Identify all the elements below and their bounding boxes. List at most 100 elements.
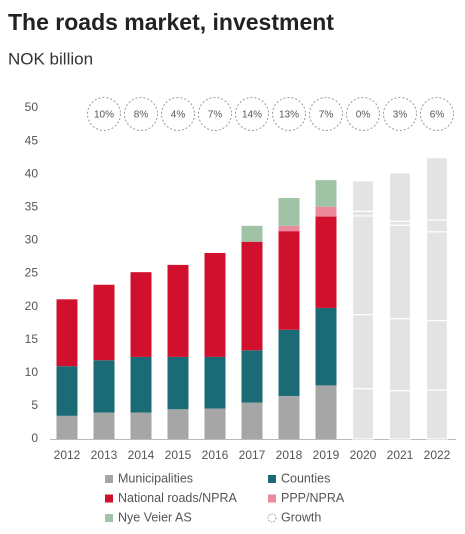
legend-marker xyxy=(268,475,276,483)
y-tick-label: 20 xyxy=(25,299,39,313)
chart-title: The roads market, investment xyxy=(8,9,334,35)
y-tick-label: 0 xyxy=(31,431,38,445)
bar-segment xyxy=(204,356,226,409)
bar-segment xyxy=(93,360,115,413)
chart-subtitle: NOK billion xyxy=(8,49,93,68)
growth-marker xyxy=(235,97,269,131)
legend-marker xyxy=(105,514,113,522)
growth-label: 13% xyxy=(279,110,299,121)
x-tick-label: 2015 xyxy=(165,448,192,462)
y-tick-label: 45 xyxy=(25,133,39,147)
growth-marker xyxy=(420,97,454,131)
bar-segment xyxy=(351,313,375,390)
bar-segment xyxy=(241,241,263,351)
growth-marker xyxy=(198,97,232,131)
growth-label: 7% xyxy=(319,110,334,121)
y-tick-label: 50 xyxy=(25,100,39,114)
bar-segment xyxy=(351,180,375,212)
legend-marker xyxy=(105,494,113,503)
bar-segment xyxy=(241,350,263,403)
growth-label: 7% xyxy=(208,110,223,121)
bar-segment xyxy=(93,412,115,439)
x-tick-label: 2018 xyxy=(276,448,303,462)
legend-label: Counties xyxy=(281,471,330,485)
x-tick-label: 2014 xyxy=(128,448,155,462)
growth-marker xyxy=(346,97,380,131)
bar-segment xyxy=(56,299,78,367)
bar-segment xyxy=(93,284,115,361)
bar-segment xyxy=(351,388,375,440)
growth-marker xyxy=(272,97,306,131)
bar-segment xyxy=(167,264,189,357)
legend-label: Municipalities xyxy=(118,471,193,485)
legend-marker xyxy=(105,475,113,483)
growth-label: 0% xyxy=(356,110,371,121)
bar-segment xyxy=(315,385,337,439)
bar-segment xyxy=(167,409,189,439)
y-tick-label: 25 xyxy=(25,266,39,280)
y-tick-label: 5 xyxy=(31,398,38,412)
bar-segment xyxy=(56,415,78,439)
growth-marker xyxy=(124,97,158,131)
bar-segment xyxy=(204,252,226,357)
bar-segment xyxy=(130,272,152,357)
bar-segment xyxy=(278,395,300,439)
y-tick-label: 10 xyxy=(25,365,39,379)
growth-label: 14% xyxy=(242,110,262,121)
legend-label: Nye Veier AS xyxy=(118,510,192,524)
bar-segment xyxy=(425,319,449,391)
x-tick-label: 2013 xyxy=(91,448,118,462)
growth-marker xyxy=(309,97,343,131)
bar-segment xyxy=(241,402,263,439)
x-tick-label: 2021 xyxy=(387,448,414,462)
legend-marker xyxy=(268,494,276,503)
bar-segment xyxy=(425,219,449,233)
bar-segment xyxy=(315,180,337,207)
growth-marker xyxy=(161,97,195,131)
y-tick-label: 30 xyxy=(25,233,39,247)
legend-label: PPP/NPRA xyxy=(281,491,345,505)
bar-segment xyxy=(388,317,412,392)
bar-segment xyxy=(278,329,300,396)
growth-label: 8% xyxy=(134,110,149,121)
growth-marker xyxy=(383,97,417,131)
bar-segment xyxy=(130,412,152,439)
growth-marker xyxy=(87,97,121,131)
growth-label: 10% xyxy=(94,110,114,121)
bar-segment xyxy=(425,231,449,322)
bar-segment xyxy=(388,224,412,320)
x-tick-label: 2020 xyxy=(350,448,377,462)
bar-segment xyxy=(167,356,189,410)
bar-segment xyxy=(241,225,263,242)
bar-segment xyxy=(56,366,78,416)
bar-segment xyxy=(278,225,300,232)
bar-segment xyxy=(351,210,375,217)
bar-segment xyxy=(315,206,337,217)
bar-segment xyxy=(425,389,449,440)
bar-segment xyxy=(388,390,412,440)
bar-segment xyxy=(278,231,300,330)
x-tick-label: 2017 xyxy=(239,448,266,462)
bar-segment xyxy=(278,198,300,226)
bar-segment xyxy=(315,216,337,308)
growth-label: 3% xyxy=(393,110,408,121)
x-tick-label: 2019 xyxy=(313,448,340,462)
y-tick-label: 35 xyxy=(25,199,39,213)
bar-segment xyxy=(130,356,152,413)
legend-label: National roads/NPRA xyxy=(118,491,237,505)
bar-segment xyxy=(351,215,375,316)
bar-segment xyxy=(425,157,449,221)
y-tick-label: 15 xyxy=(25,332,39,346)
growth-label: 6% xyxy=(430,110,445,121)
x-tick-label: 2022 xyxy=(424,448,451,462)
growth-label: 4% xyxy=(171,110,186,121)
bar-segment xyxy=(388,172,412,222)
legend-marker xyxy=(267,513,277,523)
x-tick-label: 2012 xyxy=(54,448,81,462)
x-tick-label: 2016 xyxy=(202,448,229,462)
y-tick-label: 40 xyxy=(25,166,39,180)
bar-segment xyxy=(315,307,337,386)
bar-segment xyxy=(204,408,226,439)
legend-label: Growth xyxy=(281,510,321,524)
